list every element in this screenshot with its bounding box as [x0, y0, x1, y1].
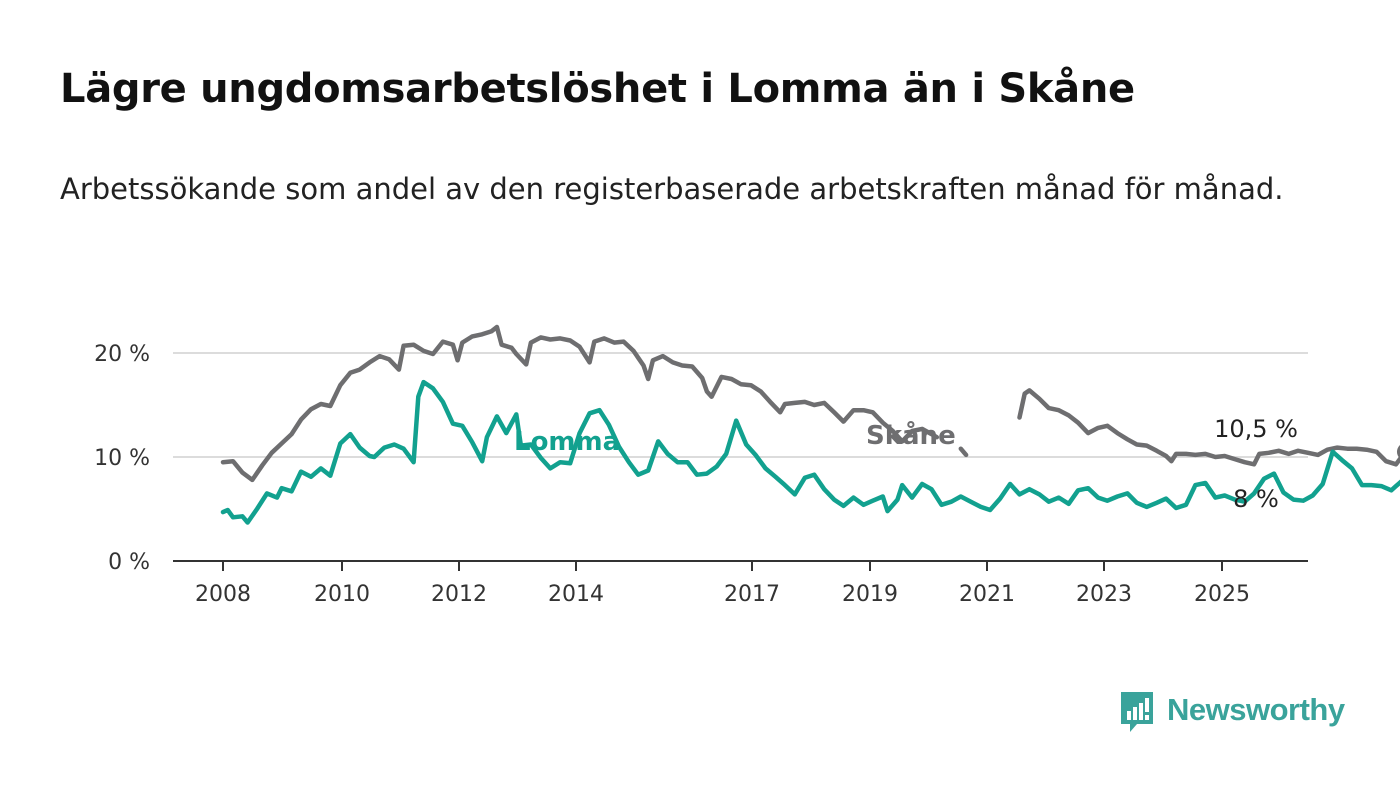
newsworthy-logo[interactable]: Newsworthy	[1118, 690, 1358, 738]
x-tick-label: 2025	[1194, 582, 1250, 607]
series-line-skåne	[1017, 388, 1400, 467]
end-label-lomma: 8 %	[1233, 485, 1279, 513]
x-tick-label: 2012	[431, 582, 487, 607]
x-tick-label: 2017	[724, 582, 780, 607]
newsworthy-logo-text: Newsworthy	[1167, 692, 1345, 727]
series-line-skåne	[220, 324, 940, 483]
x-tick-label: 2021	[959, 582, 1015, 607]
x-axis-ticks: 2008 2010 2012 2014 2017 2019 2021 2023 2025	[195, 561, 1250, 607]
chart-title: Lägre ungdomsarbetslöshet i Lomma än i S…	[60, 66, 1135, 112]
x-tick-label: 2008	[195, 582, 251, 607]
end-point-skåne	[1396, 445, 1400, 459]
y-tick-label: 0 %	[108, 550, 150, 575]
y-tick-label: 20 %	[94, 342, 150, 367]
series-line-skåne	[958, 446, 969, 458]
series-line-lomma	[220, 379, 1400, 525]
series-label-skane: Skåne	[866, 419, 956, 451]
end-label-skane: 10,5 %	[1214, 415, 1298, 443]
x-tick-label: 2019	[842, 582, 898, 607]
chart-subtitle: Arbetssökande som andel av den registerb…	[60, 172, 1284, 206]
x-tick-label: 2014	[548, 582, 604, 607]
series-label-lomma: Lomma	[514, 427, 620, 457]
x-tick-label: 2010	[314, 582, 370, 607]
series-lines	[220, 324, 1400, 525]
y-axis-labels: 0 % 10 % 20 %	[94, 342, 150, 575]
gridlines	[173, 352, 1308, 458]
newsworthy-logo-icon	[1121, 692, 1153, 732]
series-labels: Skåne Lomma 10,5 % 8 %	[514, 415, 1400, 513]
y-tick-label: 10 %	[94, 446, 150, 471]
x-tick-label: 2023	[1076, 582, 1132, 607]
